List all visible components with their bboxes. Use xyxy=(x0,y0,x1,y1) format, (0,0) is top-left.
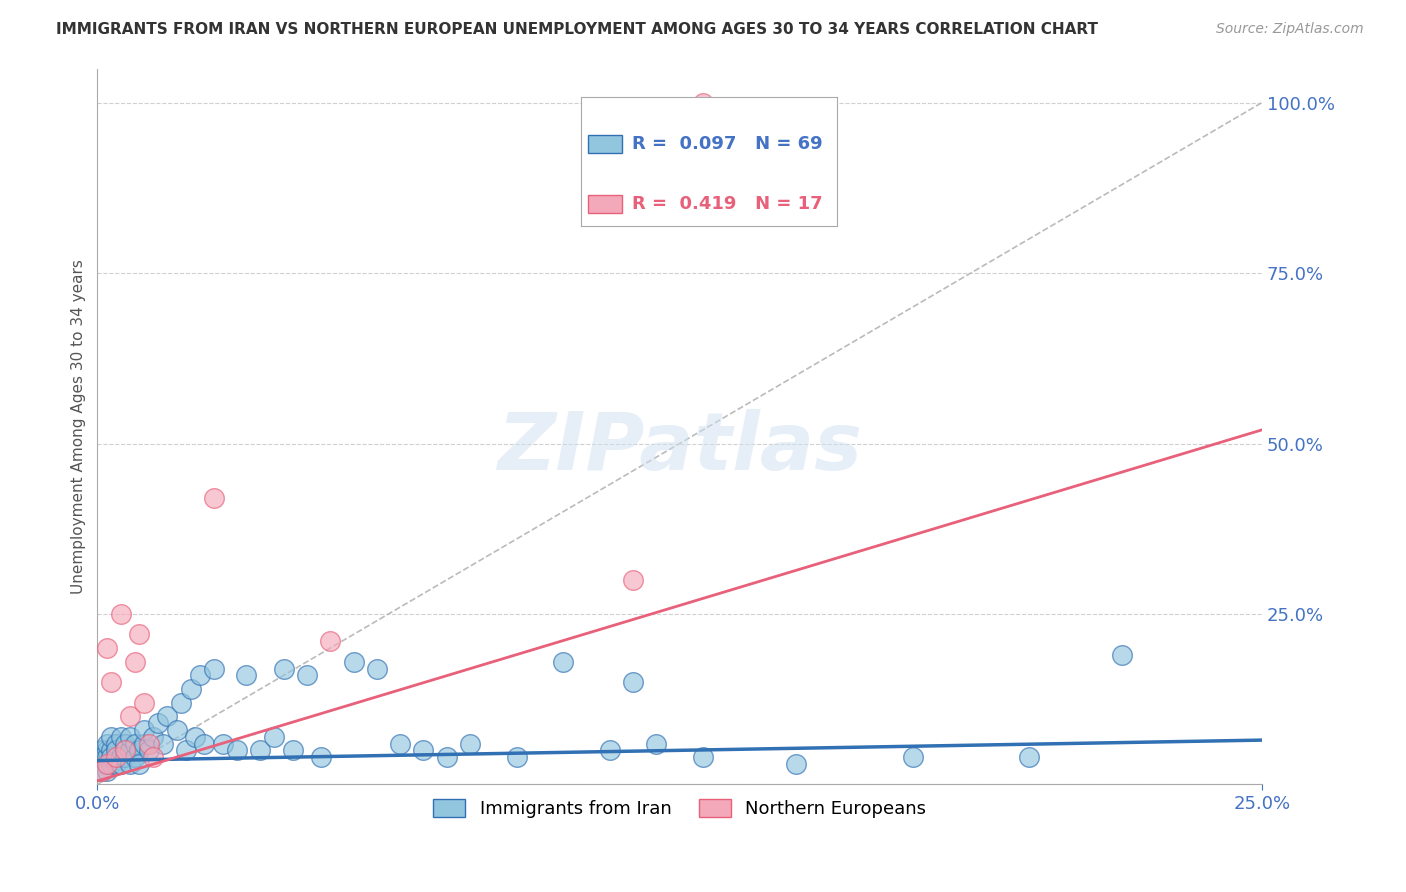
Point xyxy=(110,607,132,621)
Point xyxy=(128,743,150,757)
Point xyxy=(132,723,155,737)
Point xyxy=(132,737,155,751)
Point xyxy=(96,764,118,778)
Point xyxy=(118,730,141,744)
Point xyxy=(599,743,621,757)
Point xyxy=(110,730,132,744)
Point xyxy=(100,730,122,744)
Point xyxy=(645,737,668,751)
Text: Source: ZipAtlas.com: Source: ZipAtlas.com xyxy=(1216,22,1364,37)
Point xyxy=(118,756,141,771)
Point xyxy=(114,743,136,757)
Point xyxy=(273,661,295,675)
Point xyxy=(104,750,127,764)
Point xyxy=(156,709,179,723)
Point xyxy=(342,655,364,669)
Point xyxy=(142,750,165,764)
Point xyxy=(621,675,644,690)
Point xyxy=(692,95,714,110)
Point xyxy=(91,750,114,764)
Point xyxy=(785,756,807,771)
Point xyxy=(174,743,197,757)
Point xyxy=(100,675,122,690)
Point xyxy=(309,750,332,764)
Point xyxy=(458,737,481,751)
Point xyxy=(91,743,114,757)
Point xyxy=(295,668,318,682)
Point xyxy=(100,750,122,764)
Point xyxy=(104,737,127,751)
Point xyxy=(319,634,342,648)
Point xyxy=(96,750,118,764)
Point xyxy=(152,737,174,751)
Point xyxy=(692,750,714,764)
Point xyxy=(901,750,924,764)
Point xyxy=(132,696,155,710)
Point xyxy=(124,655,146,669)
Point xyxy=(184,730,207,744)
Point xyxy=(281,743,304,757)
Point xyxy=(96,756,118,771)
Point xyxy=(114,737,136,751)
Point xyxy=(100,743,122,757)
Point xyxy=(621,573,644,587)
Point xyxy=(138,743,160,757)
Text: IMMIGRANTS FROM IRAN VS NORTHERN EUROPEAN UNEMPLOYMENT AMONG AGES 30 TO 34 YEARS: IMMIGRANTS FROM IRAN VS NORTHERN EUROPEA… xyxy=(56,22,1098,37)
Point xyxy=(263,730,285,744)
Point xyxy=(124,737,146,751)
Point xyxy=(166,723,188,737)
Point xyxy=(1111,648,1133,662)
Point xyxy=(114,750,136,764)
Point xyxy=(138,737,160,751)
Point xyxy=(553,655,575,669)
Point xyxy=(366,661,388,675)
Point xyxy=(226,743,249,757)
Y-axis label: Unemployment Among Ages 30 to 34 years: Unemployment Among Ages 30 to 34 years xyxy=(72,259,86,594)
Text: ZIPatlas: ZIPatlas xyxy=(498,409,862,487)
Point xyxy=(96,743,118,757)
Point xyxy=(249,743,271,757)
Point xyxy=(202,491,225,505)
Point xyxy=(96,756,118,771)
Point xyxy=(110,750,132,764)
Point xyxy=(124,750,146,764)
Point xyxy=(412,743,434,757)
Point xyxy=(114,743,136,757)
Point xyxy=(170,696,193,710)
Point xyxy=(1018,750,1040,764)
Point xyxy=(212,737,235,751)
Point xyxy=(142,730,165,744)
Legend: Immigrants from Iran, Northern Europeans: Immigrants from Iran, Northern Europeans xyxy=(426,792,934,825)
Point xyxy=(193,737,215,751)
Point xyxy=(96,641,118,656)
Point xyxy=(235,668,257,682)
Point xyxy=(96,737,118,751)
Point xyxy=(128,627,150,641)
Point xyxy=(91,764,114,778)
Point xyxy=(104,756,127,771)
Point xyxy=(436,750,458,764)
Point xyxy=(110,756,132,771)
Point xyxy=(91,756,114,771)
Point xyxy=(118,743,141,757)
Point xyxy=(104,743,127,757)
Point xyxy=(505,750,527,764)
Point xyxy=(180,681,202,696)
Point xyxy=(91,764,114,778)
Point xyxy=(118,709,141,723)
Point xyxy=(100,756,122,771)
Point xyxy=(389,737,412,751)
Point xyxy=(202,661,225,675)
Point xyxy=(128,756,150,771)
Point xyxy=(146,716,169,731)
Point xyxy=(188,668,211,682)
